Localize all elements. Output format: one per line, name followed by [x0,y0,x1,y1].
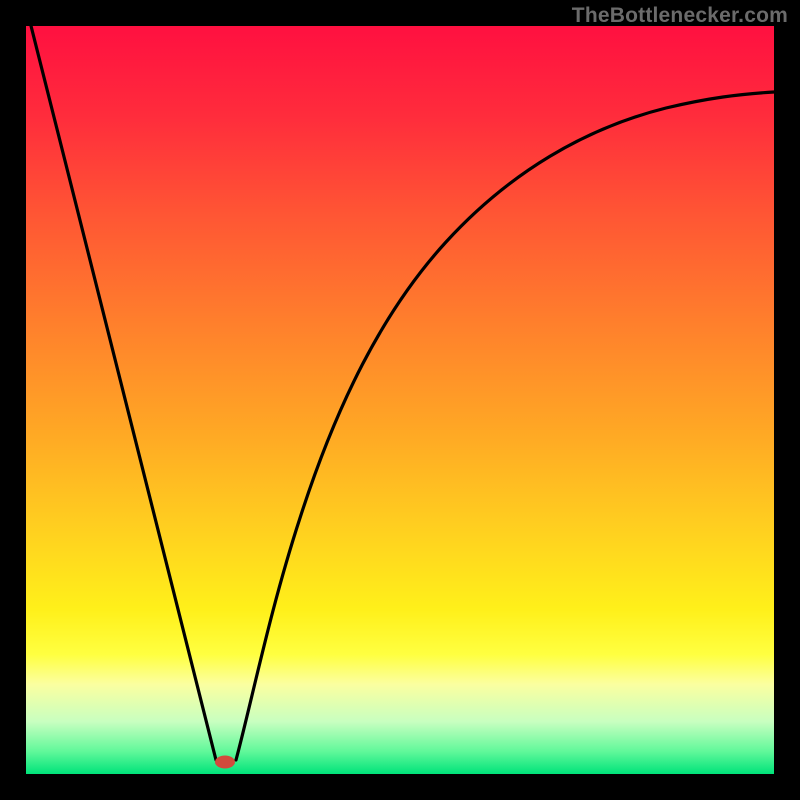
chart-canvas [0,0,800,800]
watermark-text: TheBottlenecker.com [572,4,788,28]
chart-frame: TheBottlenecker.com [0,0,800,800]
plot-gradient-rect [26,26,774,774]
